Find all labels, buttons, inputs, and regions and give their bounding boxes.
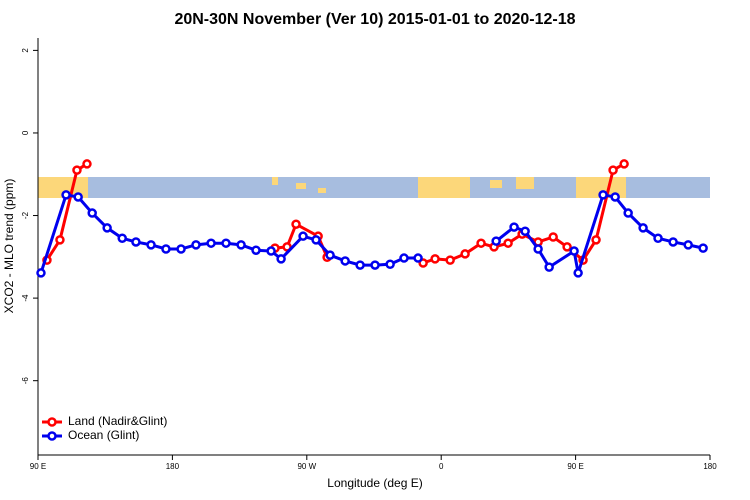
point xyxy=(683,240,693,250)
point xyxy=(413,253,423,263)
x-tick-label: 90 W xyxy=(297,462,316,471)
x-tick-label: 180 xyxy=(166,462,180,471)
point xyxy=(251,245,261,255)
y-tick-label: 2 xyxy=(21,48,30,53)
point xyxy=(608,165,618,175)
point xyxy=(430,254,440,264)
legend-marker xyxy=(47,431,57,441)
point xyxy=(562,242,572,252)
point xyxy=(73,192,83,202)
point xyxy=(619,159,629,169)
point xyxy=(544,262,554,272)
x-tick-label: 90 E xyxy=(567,462,583,471)
chart-title: 20N-30N November (Ver 10) 2015-01-01 to … xyxy=(174,11,575,28)
point xyxy=(548,232,558,242)
point xyxy=(55,235,65,245)
point xyxy=(311,235,321,245)
point xyxy=(569,246,579,256)
y-tick-label: 0 xyxy=(21,130,30,135)
point xyxy=(399,253,409,263)
legend-label: Land (Nadir&Glint) xyxy=(68,414,167,428)
point xyxy=(460,249,470,259)
point xyxy=(61,190,71,200)
point xyxy=(668,237,678,247)
point xyxy=(72,165,82,175)
point xyxy=(325,250,335,260)
point xyxy=(623,208,633,218)
point xyxy=(191,240,201,250)
point xyxy=(355,260,365,270)
point xyxy=(117,233,127,243)
point xyxy=(161,244,171,254)
x-tick-label: 90 E xyxy=(30,462,46,471)
point xyxy=(266,246,276,256)
x-tick-label: 0 xyxy=(439,462,444,471)
point xyxy=(146,240,156,250)
y-axis-label: XCO2 - MLO trend (ppm) xyxy=(2,179,16,314)
point xyxy=(533,244,543,254)
point xyxy=(445,255,455,265)
point xyxy=(509,222,519,232)
y-tick-label: -6 xyxy=(21,377,30,385)
point xyxy=(370,260,380,270)
point xyxy=(653,233,663,243)
point xyxy=(340,256,350,266)
x-tick-label: 180 xyxy=(703,462,717,471)
point xyxy=(282,242,292,252)
point xyxy=(236,240,246,250)
point xyxy=(82,159,92,169)
point xyxy=(610,192,620,202)
x-axis-label: Longitude (deg E) xyxy=(327,476,422,490)
point xyxy=(476,238,486,248)
point xyxy=(131,237,141,247)
point xyxy=(638,223,648,233)
point xyxy=(591,235,601,245)
point xyxy=(573,268,583,278)
legend-label: Ocean (Glint) xyxy=(68,428,139,442)
point xyxy=(385,259,395,270)
point xyxy=(176,244,186,254)
point xyxy=(698,243,708,253)
point xyxy=(276,254,286,264)
point xyxy=(291,219,301,229)
point xyxy=(102,223,112,233)
y-tick-label: -2 xyxy=(21,211,30,219)
point xyxy=(298,231,308,241)
point xyxy=(221,238,231,248)
legend-marker xyxy=(47,417,57,427)
point xyxy=(206,238,216,248)
point xyxy=(491,236,501,246)
y-tick-label: -4 xyxy=(21,294,30,302)
point xyxy=(503,238,513,248)
point xyxy=(36,268,46,278)
point xyxy=(520,226,530,236)
point xyxy=(598,190,608,200)
map-strip xyxy=(38,177,710,198)
point xyxy=(87,208,97,218)
